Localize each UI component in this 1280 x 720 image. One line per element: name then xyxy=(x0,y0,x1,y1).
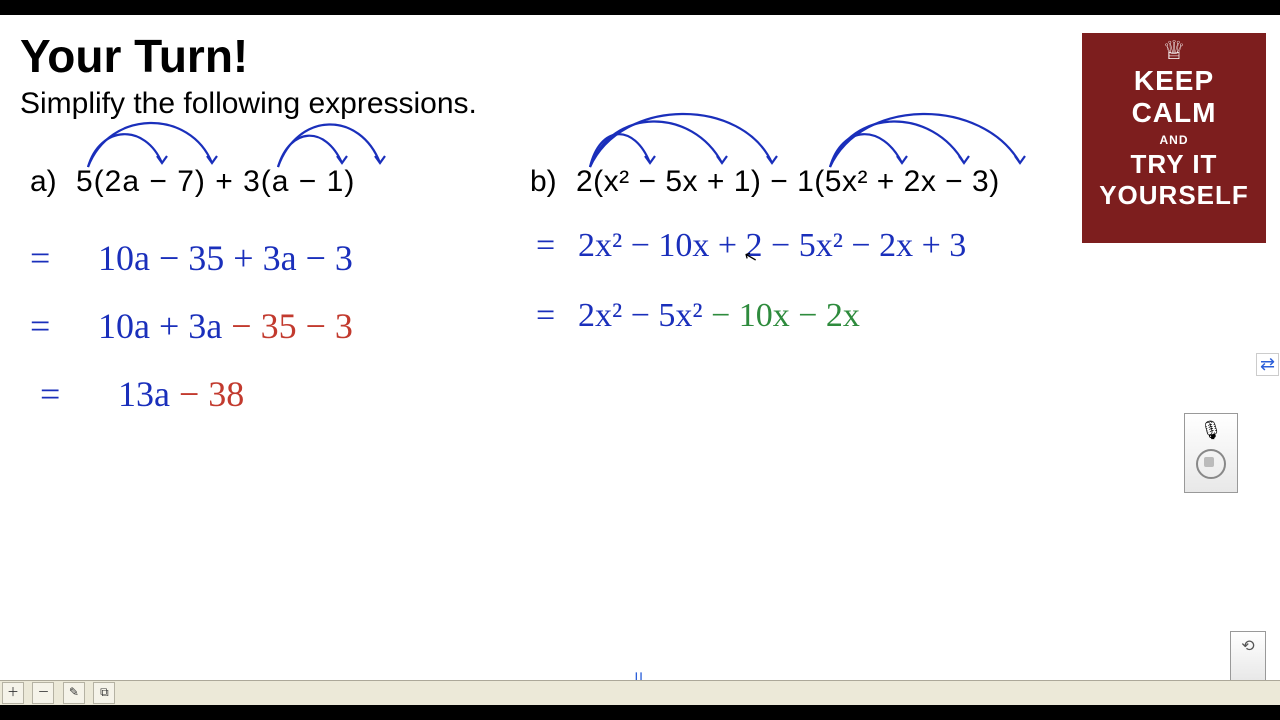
zoom-in-button[interactable]: ＋ xyxy=(2,682,24,704)
page-title: Your Turn! xyxy=(20,29,248,83)
problem-a-label: a) xyxy=(30,165,57,199)
poster-line-calm: CALM xyxy=(1082,97,1266,129)
step-a-1: 10a − 35 + 3a − 3 xyxy=(98,237,353,279)
page-nav-icon[interactable]: ⇄ xyxy=(1256,353,1279,376)
step-a-2: 10a + 3a − 35 − 3 xyxy=(98,305,353,347)
problem-a-expression: 5(2a − 7) + 3(a − 1) xyxy=(76,165,355,199)
problem-b-distribution-arcs xyxy=(572,105,1052,170)
equals-sign: = xyxy=(536,297,555,335)
keep-calm-poster: ♕ KEEP CALM AND TRY IT YOURSELF xyxy=(1082,33,1266,243)
poster-line-and: AND xyxy=(1082,133,1266,147)
problem-b-label: b) xyxy=(530,165,557,199)
step-b-2: 2x² − 5x² − 10x − 2x xyxy=(578,297,860,335)
crown-icon: ♕ xyxy=(1082,37,1266,63)
pages-button[interactable]: ⧉ xyxy=(93,682,115,704)
problem-a-distribution-arcs xyxy=(70,115,390,170)
equals-sign: = xyxy=(30,237,50,279)
step-b-1: 2x² − 10x + 2 − 5x² − 2x + 3 xyxy=(578,227,966,265)
recorder-tool-icon[interactable]: 🎙 xyxy=(1184,413,1238,493)
page-tool-icon[interactable]: ⟲ xyxy=(1230,631,1266,681)
equals-sign: = xyxy=(30,305,50,347)
equals-sign: = xyxy=(40,373,60,415)
poster-line-yourself: YOURSELF xyxy=(1082,180,1266,211)
poster-line-keep: KEEP xyxy=(1082,65,1266,97)
poster-line-tryit: TRY IT xyxy=(1082,149,1266,180)
step-a-3: 13a − 38 xyxy=(118,373,244,415)
equals-sign: = xyxy=(536,227,555,265)
bottom-toolbar: ＋ － ✎ ⧉ xyxy=(0,680,1280,705)
zoom-out-button[interactable]: － xyxy=(32,682,54,704)
edit-button[interactable]: ✎ xyxy=(63,682,85,704)
problem-b-expression: 2(x² − 5x + 1) − 1(5x² + 2x − 3) xyxy=(576,165,1000,199)
subtitle: Simplify the following expressions. xyxy=(20,87,477,121)
whiteboard-stage: Your Turn! Simplify the following expres… xyxy=(0,15,1280,705)
